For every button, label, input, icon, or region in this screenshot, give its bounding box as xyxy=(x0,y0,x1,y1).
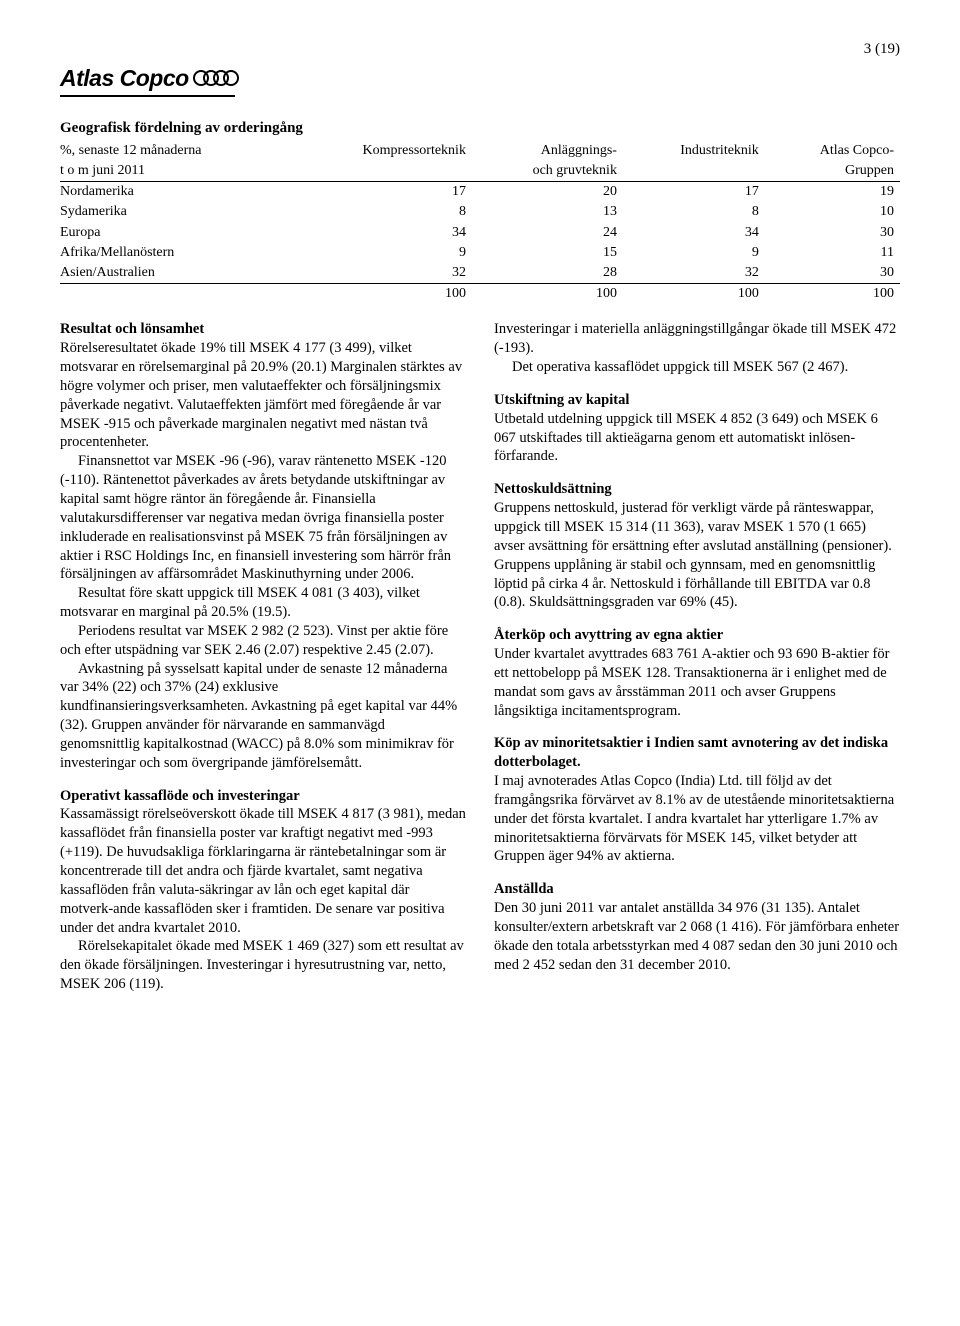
paragraph: I maj avnoterades Atlas Copco (India) Lt… xyxy=(494,772,900,866)
paragraph: Avkastning på sysselsatt kapital under d… xyxy=(60,660,466,773)
paragraph: Den 30 juni 2011 var antalet anställda 3… xyxy=(494,899,900,974)
th xyxy=(291,161,472,182)
th: Industriteknik xyxy=(623,141,765,161)
paragraph: Resultat före skatt uppgick till MSEK 4 … xyxy=(60,584,466,622)
table-row: Nordamerika17201719 xyxy=(60,182,900,203)
table-cell xyxy=(60,284,291,305)
table-cell: 9 xyxy=(291,243,472,263)
table-total-row: 100100100100 xyxy=(60,284,900,305)
table-cell: 10 xyxy=(765,202,900,222)
right-column: Investeringar i materiella anläggningsti… xyxy=(494,320,900,994)
th xyxy=(623,161,765,182)
page-number: 3 (19) xyxy=(60,40,900,60)
th: Gruppen xyxy=(765,161,900,182)
table-cell: 34 xyxy=(623,223,765,243)
paragraph: Under kvartalet avyttrades 683 761 A-akt… xyxy=(494,645,900,720)
table-row: Afrika/Mellanöstern915911 xyxy=(60,243,900,263)
table-title: Geografisk fördelning av orderingång xyxy=(60,119,900,139)
table-cell: 15 xyxy=(472,243,623,263)
table-cell: Europa xyxy=(60,223,291,243)
table-cell: 34 xyxy=(291,223,472,243)
geographic-table: %, senaste 12 månaderna Kompressorteknik… xyxy=(60,141,900,305)
table-cell: 100 xyxy=(472,284,623,305)
th: t o m juni 2011 xyxy=(60,161,291,182)
paragraph: Rörelsekapitalet ökade med MSEK 1 469 (3… xyxy=(60,937,466,994)
th: Atlas Copco- xyxy=(765,141,900,161)
table-cell: 30 xyxy=(765,263,900,284)
table-cell: 30 xyxy=(765,223,900,243)
th: Anläggnings- xyxy=(472,141,623,161)
paragraph: Finansnettot var MSEK -96 (-96), varav r… xyxy=(60,452,466,584)
th: %, senaste 12 månaderna xyxy=(60,141,291,161)
paragraph: Utbetald utdelning uppgick till MSEK 4 8… xyxy=(494,410,900,467)
paragraph: Rörelseresultatet ökade 19% till MSEK 4 … xyxy=(60,339,466,452)
th: och gruvteknik xyxy=(472,161,623,182)
table-cell: 9 xyxy=(623,243,765,263)
paragraph: Investeringar i materiella anläggningsti… xyxy=(494,320,900,358)
table-row: Asien/Australien32283230 xyxy=(60,263,900,284)
heading-result: Resultat och lönsamhet xyxy=(60,320,466,339)
logo-underline xyxy=(60,95,235,97)
table-row: Europa34243430 xyxy=(60,223,900,243)
table-cell: Afrika/Mellanöstern xyxy=(60,243,291,263)
table-cell: 32 xyxy=(623,263,765,284)
table-cell: Asien/Australien xyxy=(60,263,291,284)
table-row: Sydamerika813810 xyxy=(60,202,900,222)
heading-minority: Köp av minoritetsaktier i Indien samt av… xyxy=(494,734,900,772)
th: Kompressorteknik xyxy=(291,141,472,161)
table-cell: 100 xyxy=(291,284,472,305)
company-logo: Atlas Copco xyxy=(60,64,900,94)
table-cell: 13 xyxy=(472,202,623,222)
heading-employees: Anställda xyxy=(494,880,900,899)
table-cell: 24 xyxy=(472,223,623,243)
table-header-row-2: t o m juni 2011 och gruvteknik Gruppen xyxy=(60,161,900,182)
table-cell: 8 xyxy=(291,202,472,222)
table-cell: 100 xyxy=(765,284,900,305)
table-cell: 17 xyxy=(291,182,472,203)
paragraph: Kassamässigt rörelseöverskott ökade till… xyxy=(60,805,466,937)
table-cell: 17 xyxy=(623,182,765,203)
table-cell: 32 xyxy=(291,263,472,284)
table-cell: 28 xyxy=(472,263,623,284)
table-cell: 11 xyxy=(765,243,900,263)
logo-rings-icon xyxy=(193,70,239,86)
paragraph: Periodens resultat var MSEK 2 982 (2 523… xyxy=(60,622,466,660)
table-header-row-1: %, senaste 12 månaderna Kompressorteknik… xyxy=(60,141,900,161)
logo-text: Atlas Copco xyxy=(60,64,189,94)
heading-buyback: Återköp och avyttring av egna aktier xyxy=(494,626,900,645)
table-cell: 19 xyxy=(765,182,900,203)
table-body: Nordamerika17201719Sydamerika813810Europ… xyxy=(60,182,900,305)
table-cell: 20 xyxy=(472,182,623,203)
table-cell: 100 xyxy=(623,284,765,305)
heading-distribution: Utskiftning av kapital xyxy=(494,391,900,410)
table-cell: Nordamerika xyxy=(60,182,291,203)
table-cell: 8 xyxy=(623,202,765,222)
heading-cashflow: Operativt kassaflöde och investeringar xyxy=(60,787,466,806)
left-column: Resultat och lönsamhet Rörelseresultatet… xyxy=(60,320,466,994)
heading-netdebt: Nettoskuldsättning xyxy=(494,480,900,499)
paragraph: Det operativa kassaflödet uppgick till M… xyxy=(494,358,900,377)
table-cell: Sydamerika xyxy=(60,202,291,222)
paragraph: Gruppens nettoskuld, justerad för verkli… xyxy=(494,499,900,612)
